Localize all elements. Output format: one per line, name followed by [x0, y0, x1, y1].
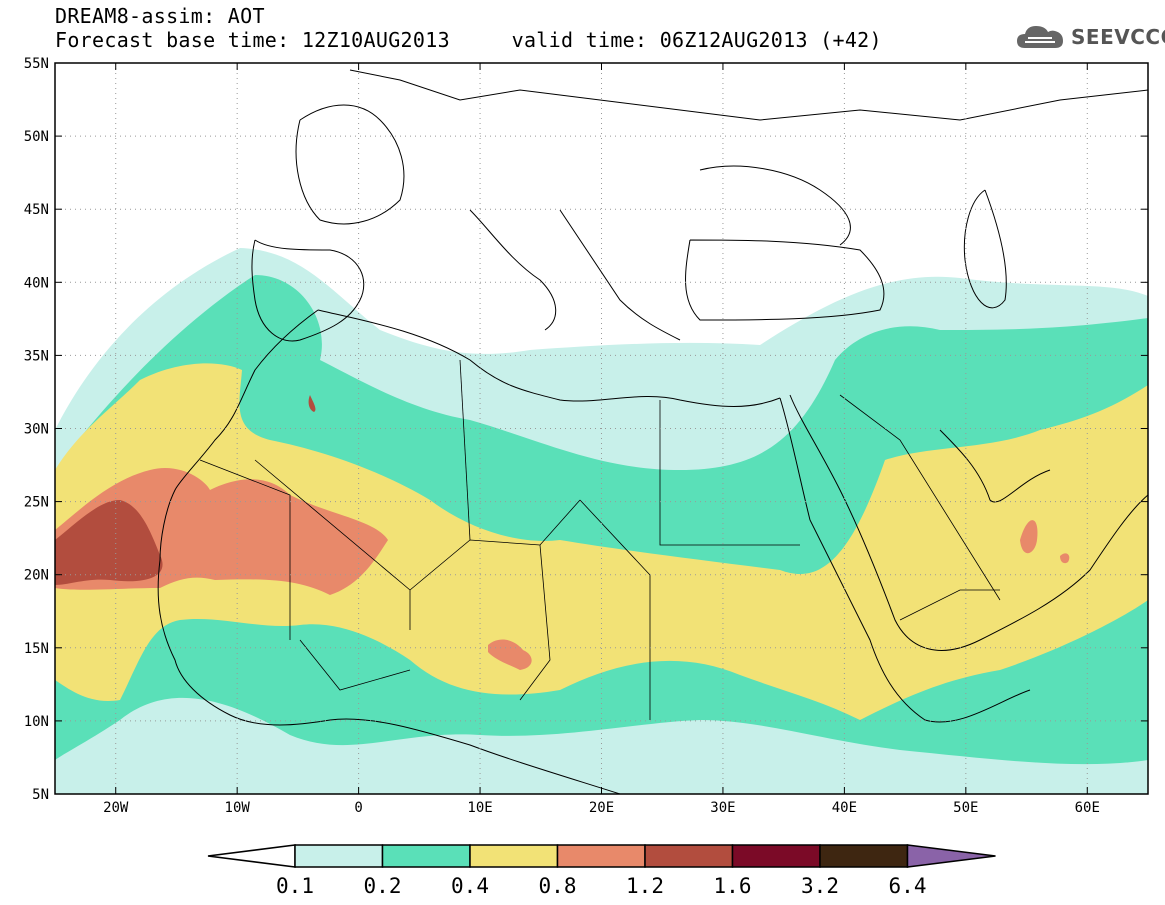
lon-label: 10W — [225, 800, 251, 816]
coastlines — [157, 69, 1148, 794]
colorbar-label: 0.8 — [539, 874, 577, 898]
lat-label: 50N — [24, 129, 49, 145]
africa-coastline — [157, 309, 621, 794]
lat-label: 30N — [24, 422, 49, 438]
colorbar-label: 3.2 — [801, 874, 839, 898]
lon-label: 40E — [832, 800, 857, 816]
italy — [469, 209, 557, 331]
lat-label: 55N — [24, 56, 49, 72]
lat-label: 15N — [24, 641, 49, 657]
latitude-labels: 55N 50N 45N 40N 35N 30N 25N 20N 15N 10N 5N — [24, 56, 49, 803]
lat-label: 40N — [24, 275, 49, 291]
red-sea-west — [779, 397, 1031, 723]
colorbar-swatch — [556, 844, 646, 868]
turkey — [685, 239, 885, 321]
lon-label: 30E — [710, 800, 735, 816]
aot-band-1.2-b — [308, 395, 316, 412]
lon-label: 50E — [953, 800, 978, 816]
lon-label: 20W — [103, 800, 129, 816]
country-borders — [199, 359, 1001, 720]
colorbar-swatch — [644, 844, 734, 868]
colorbar-label: 0.1 — [276, 874, 314, 898]
lat-label: 20N — [24, 568, 49, 584]
map-title: DREAM8-assim: AOT — [55, 4, 265, 28]
forecast-time-line: Forecast base time: 12Z10AUG2013 valid t… — [55, 28, 882, 52]
colorbar-low-arrow — [207, 844, 296, 868]
colorbar-swatch — [731, 844, 821, 868]
colorbar-label: 0.4 — [451, 874, 489, 898]
longitude-labels: 20W 10W 0 10E 20E 30E 40E 50E 60E — [103, 800, 1100, 816]
colorbar-high-arrow — [906, 844, 996, 868]
colorbar-swatch — [819, 844, 909, 868]
aot-field — [55, 248, 1148, 794]
seevccc-logo: SEEVCCC — [1015, 22, 1165, 52]
lat-label: 5N — [32, 787, 49, 803]
lon-label: 0 — [354, 800, 362, 816]
north-africa-coast — [317, 309, 781, 407]
lon-label: 20E — [589, 800, 614, 816]
caspian — [963, 189, 1007, 309]
aot-band-1.2 — [55, 500, 163, 585]
lon-label: 10E — [467, 800, 492, 816]
france-uk — [295, 104, 405, 225]
aot-band-0.4 — [55, 363, 1148, 720]
colorbar-labels: 0.1 0.2 0.4 0.8 1.2 1.6 3.2 6.4 — [276, 874, 926, 898]
aot-band-0.8-d — [1060, 553, 1070, 564]
black-sea — [699, 165, 851, 246]
lat-label: 25N — [24, 495, 49, 511]
axis-ticks — [55, 62, 1148, 795]
cloud-icon — [1017, 26, 1063, 48]
colorbar-swatch — [469, 844, 559, 868]
lat-label: 10N — [24, 714, 49, 730]
aot-band-0.8-b — [488, 639, 532, 670]
iberia — [251, 239, 365, 342]
colorbar-label: 6.4 — [889, 874, 927, 898]
red-sea-east — [789, 394, 1148, 651]
logo-text: SEEVCCC — [1071, 25, 1165, 49]
colorbar-label: 0.2 — [364, 874, 402, 898]
lon-label: 60E — [1075, 800, 1100, 816]
north-borders — [349, 69, 1148, 121]
aot-band-0.8-c — [1020, 520, 1038, 554]
lat-label: 45N — [24, 202, 49, 218]
persian-gulf — [939, 429, 1051, 503]
colorbar-swatch — [294, 844, 384, 868]
lat-label: 35N — [24, 348, 49, 364]
colorbar-swatch — [381, 844, 471, 868]
colorbar-label: 1.2 — [626, 874, 664, 898]
colorbar-label: 1.6 — [714, 874, 752, 898]
balkans-greece — [559, 209, 681, 341]
colorbar — [207, 844, 996, 868]
graticule — [55, 63, 1148, 794]
